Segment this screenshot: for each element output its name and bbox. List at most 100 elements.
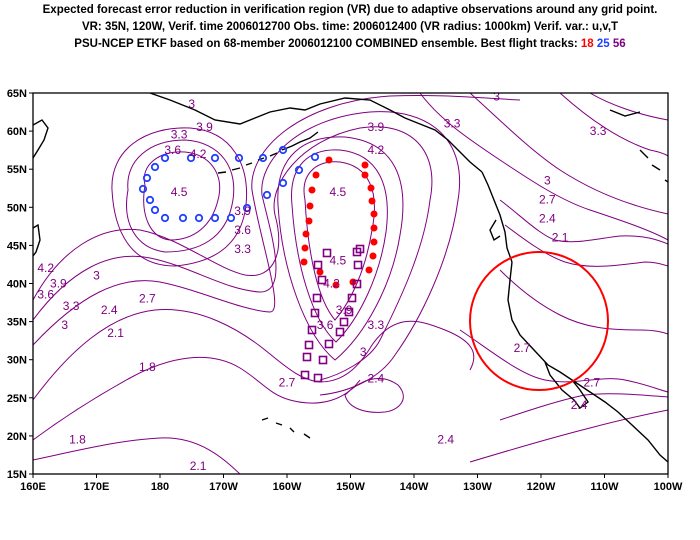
contour-line (499, 269, 668, 335)
title-line-3: PSU-NCEP ETKF based on 68-member 2006012… (0, 36, 700, 53)
x-tick-label: 130W (463, 481, 492, 493)
contour-line (469, 409, 668, 463)
obs-marker-purple (355, 244, 365, 254)
contour-line (499, 393, 668, 421)
contour-label: 2.1 (190, 459, 207, 473)
obs-marker-red (365, 266, 373, 274)
obs-marker-purple (310, 308, 320, 318)
obs-marker-purple (307, 325, 317, 335)
obs-marker-blue (278, 145, 288, 155)
obs-marker-purple (313, 260, 323, 270)
contour-line (303, 161, 375, 321)
y-tick-label: 45N (7, 240, 27, 252)
coast-mexico (574, 381, 668, 463)
obs-marker-red (368, 197, 376, 205)
obs-marker-blue (160, 153, 170, 163)
coast-alaska (149, 93, 483, 173)
contour-label: 4.5 (329, 185, 346, 199)
obs-marker-red (306, 202, 314, 210)
contour-label: 3 (493, 90, 500, 104)
obs-marker-blue (194, 213, 204, 223)
obs-marker-red (370, 210, 378, 218)
obs-marker-red (370, 238, 378, 246)
contour-line (499, 199, 668, 245)
y-tick-label: 65N (7, 88, 27, 100)
contour-label: 3.3 (234, 242, 251, 256)
coast-bc (481, 171, 513, 263)
coast-japan (33, 223, 41, 257)
coast-kamchatka (33, 119, 49, 159)
contour-label: 2.1 (107, 326, 124, 340)
obs-marker-red (361, 171, 369, 179)
obs-marker-red (361, 161, 369, 169)
obs-marker-blue (234, 153, 244, 163)
contour-line (559, 93, 668, 157)
obs-marker-blue (145, 195, 155, 205)
contour-labels: 4.54.23.93.93.63.333.33.64.54.54.23.93.6… (37, 90, 607, 473)
y-tick-label: 40N (7, 279, 27, 291)
obs-marker-purple (304, 340, 314, 350)
contour-line (344, 377, 404, 413)
contour-label: 3.9 (368, 120, 385, 134)
contour-label: 2.7 (514, 341, 531, 355)
track-label-blue: 25 (596, 38, 610, 50)
obs-marker-blue (210, 213, 220, 223)
obs-marker-blue (294, 165, 304, 175)
track-label-purple: 56 (612, 38, 626, 50)
contour-label: 1.8 (69, 433, 86, 447)
y-axis: 65N 60N 55N 50N 45N 40N 35N 30N 25N 20N 15N (7, 88, 33, 481)
title-line-2: VR: 35N, 120W, Verif. time 2006012700 Ob… (81, 21, 619, 33)
x-tick-label: 100W (654, 481, 683, 493)
x-tick-label: 120W (527, 481, 556, 493)
obs-marker-blue (262, 190, 272, 200)
contour-line (504, 224, 668, 267)
contour-line (126, 139, 235, 253)
obs-marker-purple (318, 355, 328, 365)
x-tick-label: 170E (84, 481, 110, 493)
contour-label: 4.5 (171, 185, 188, 199)
contour-line (33, 126, 433, 381)
contour-label: 4.2 (368, 143, 385, 157)
obs-marker-blue (278, 178, 288, 188)
contour-label: 3.3 (171, 128, 188, 142)
obs-marker-red (302, 230, 310, 238)
obs-marker-blue (142, 173, 152, 183)
contour-label: 3.6 (37, 288, 54, 302)
contour-label: 3 (61, 318, 68, 332)
contour-line (33, 111, 460, 396)
verification-region-circle (469, 251, 609, 391)
contour-label: 2.4 (101, 303, 118, 317)
contour-label: 4.2 (37, 261, 54, 275)
coast-hawaii (261, 417, 311, 439)
coast-hudson (609, 109, 668, 183)
obs-marker-blue (310, 152, 320, 162)
obs-marker-purple (339, 317, 349, 327)
contour-label: 3.9 (196, 120, 213, 134)
coast-alaska-peninsula (281, 131, 319, 151)
track-label-red: 18 (580, 38, 594, 50)
obs-marker-red (301, 244, 309, 252)
obs-marker-purple (317, 275, 327, 285)
obs-marker-purple (312, 293, 322, 303)
contour-label: 3.9 (50, 276, 67, 290)
obs-marker-blue (178, 213, 188, 223)
coast-aleutians (217, 152, 278, 174)
contour-label: 3.6 (317, 318, 334, 332)
contour-label: 2.4 (437, 433, 454, 447)
contour-label: 2.4 (368, 372, 385, 386)
contour-label: 3.3 (590, 124, 607, 138)
x-tick-label: 160W (273, 481, 302, 493)
flight-track-blue (138, 145, 320, 223)
contour-line (33, 309, 475, 401)
contour-label: 2.7 (583, 375, 600, 389)
y-tick-label: 20N (7, 431, 27, 443)
x-tick-label: 160E (20, 481, 46, 493)
obs-marker-red (332, 281, 340, 289)
obs-marker-blue (242, 203, 252, 213)
obs-marker-blue (186, 153, 196, 163)
y-tick-label: 30N (7, 355, 27, 367)
contour-label: 3 (544, 173, 551, 187)
obs-marker-purple (300, 370, 310, 380)
contour-label: 4.2 (190, 147, 207, 161)
